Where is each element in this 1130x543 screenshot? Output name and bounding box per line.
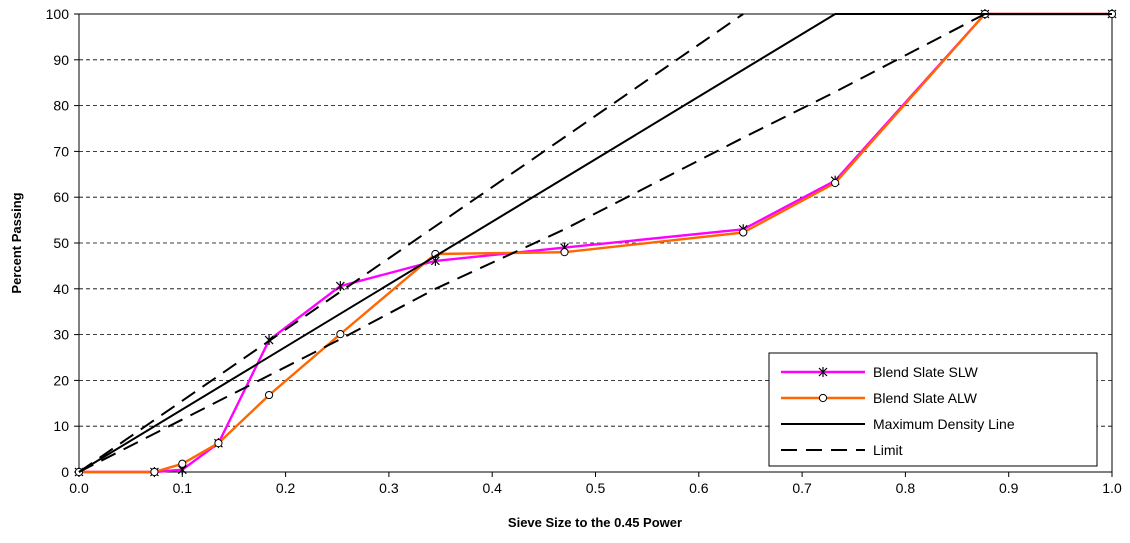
x-tick-label: 0.5 — [586, 480, 606, 496]
data-point — [264, 390, 274, 400]
y-tick-label: 30 — [53, 327, 69, 343]
x-tick-label: 0.7 — [792, 480, 812, 496]
legend-label: Limit — [873, 442, 903, 458]
y-tick-label: 0 — [61, 464, 69, 480]
x-tick-label: 0.1 — [173, 480, 193, 496]
x-tick-label: 0.6 — [689, 480, 709, 496]
x-tick-label: 0.2 — [276, 480, 296, 496]
y-tick-label: 60 — [53, 189, 69, 205]
y-tick-label: 90 — [53, 52, 69, 68]
legend: Blend Slate SLW Blend Slate ALW Maximum De… — [768, 352, 1098, 467]
axis-ticks: 0 10 20 30 40 50 60 70 80 90 100 0.0 0.1 0.2 0.3 0.4 0.5… — [46, 6, 1122, 496]
y-tick-label: 20 — [53, 372, 69, 388]
data-point — [560, 248, 569, 257]
data-point — [739, 228, 748, 237]
legend-marker — [818, 393, 828, 403]
y-tick-label: 70 — [53, 143, 69, 159]
series-group — [74, 9, 1117, 477]
legend-label: Maximum Density Line — [873, 416, 1015, 432]
data-point — [150, 467, 159, 477]
series-line — [79, 12, 1112, 474]
x-axis-title: Sieve Size to the 0.45 Power — [508, 515, 682, 530]
y-tick-label: 40 — [53, 281, 69, 297]
legend-marker — [818, 367, 828, 377]
series-line — [78, 13, 1112, 473]
y-axis-title: Percent Passing — [9, 192, 24, 293]
x-tick-label: 0.3 — [379, 480, 399, 496]
x-tick-label: 0.4 — [482, 480, 502, 496]
data-point — [335, 281, 345, 292]
legend-label: Blend Slate SLW — [873, 364, 979, 380]
x-tick-label: 0.0 — [69, 480, 89, 496]
y-tick-label: 100 — [46, 6, 70, 22]
x-tick-label: 0.9 — [999, 480, 1019, 496]
series-line — [79, 12, 1112, 474]
data-point — [178, 459, 187, 468]
series-1 — [74, 9, 1117, 477]
data-point — [831, 178, 840, 188]
y-tick-label: 50 — [53, 235, 69, 251]
data-point — [336, 330, 345, 339]
x-tick-label: 1.0 — [1102, 480, 1122, 496]
series-3 — [78, 13, 744, 473]
x-tick-label: 0.8 — [896, 480, 916, 496]
legend-label: Blend Slate ALW — [873, 390, 978, 406]
series-2 — [78, 13, 1112, 473]
data-point — [214, 439, 223, 448]
y-tick-label: 10 — [53, 418, 69, 434]
series-line — [78, 13, 744, 473]
y-tick-label: 80 — [53, 98, 69, 114]
